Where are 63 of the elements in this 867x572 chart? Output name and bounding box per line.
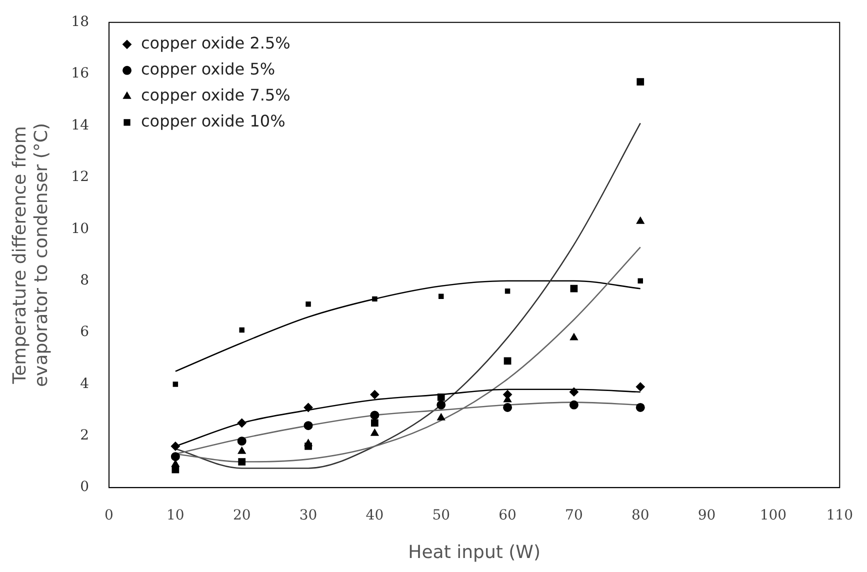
y-tick-label: 8	[80, 272, 90, 288]
x-tick-label: 80	[631, 508, 650, 524]
point	[504, 357, 512, 365]
x-tick-label: 60	[498, 508, 516, 524]
legend-label: copper oxide 5%	[141, 60, 276, 79]
x-tick-label: 40	[366, 508, 384, 524]
point	[636, 382, 645, 392]
point	[370, 428, 379, 436]
y-tick-label: 18	[71, 14, 90, 30]
point	[371, 419, 378, 427]
point	[438, 294, 444, 299]
y-tick-label: 10	[71, 220, 90, 237]
point	[437, 413, 446, 420]
point	[436, 400, 446, 410]
x-tick-label: 90	[698, 508, 716, 524]
point	[370, 410, 380, 420]
point	[238, 446, 246, 454]
line-series	[174, 280, 642, 372]
x-axis-title: Heat input (W)	[408, 542, 540, 563]
x-tick-label: 0	[104, 508, 114, 524]
point	[171, 460, 180, 467]
point	[636, 402, 645, 412]
point	[304, 421, 313, 430]
y-tick-label: 4	[80, 376, 90, 392]
y-tick-label: 2	[80, 428, 90, 444]
point	[570, 333, 578, 340]
y-tick-label: 14	[71, 117, 90, 134]
point	[239, 327, 244, 333]
point	[170, 442, 180, 451]
y-tick-label: 0	[80, 479, 90, 496]
x-tick-label: 30	[299, 508, 318, 524]
point	[170, 452, 180, 462]
legend-label: copper oxide 10%	[141, 112, 286, 131]
point	[237, 418, 246, 428]
point	[172, 382, 178, 387]
legend-label: copper oxide 7.5%	[141, 86, 290, 105]
point	[370, 390, 380, 400]
point	[569, 400, 578, 410]
point	[437, 393, 445, 401]
x-tick-label: 20	[232, 508, 251, 524]
point	[306, 301, 311, 307]
point	[636, 78, 644, 86]
x-tick-label: 110	[826, 508, 854, 524]
point	[372, 296, 378, 302]
point	[636, 216, 644, 224]
point	[504, 288, 510, 294]
point	[503, 402, 512, 412]
x-tick-label: 50	[432, 508, 450, 524]
point	[304, 439, 312, 446]
point	[569, 387, 578, 396]
x-tick-label: 10	[166, 508, 184, 524]
x-tick-label: 100	[760, 508, 787, 524]
point	[237, 436, 246, 446]
point	[570, 284, 578, 292]
point	[638, 278, 643, 284]
point	[238, 458, 246, 466]
x-tick-label: 70	[565, 508, 583, 524]
y-tick-label: 6	[80, 324, 90, 340]
legend-label: copper oxide 2.5%	[141, 34, 290, 53]
y-tick-label: 12	[71, 169, 90, 186]
point	[304, 402, 313, 412]
y-tick-label: 16	[71, 66, 90, 82]
y-axis-title: Temperature difference from evaporator to condenser (°C)	[9, 122, 52, 388]
